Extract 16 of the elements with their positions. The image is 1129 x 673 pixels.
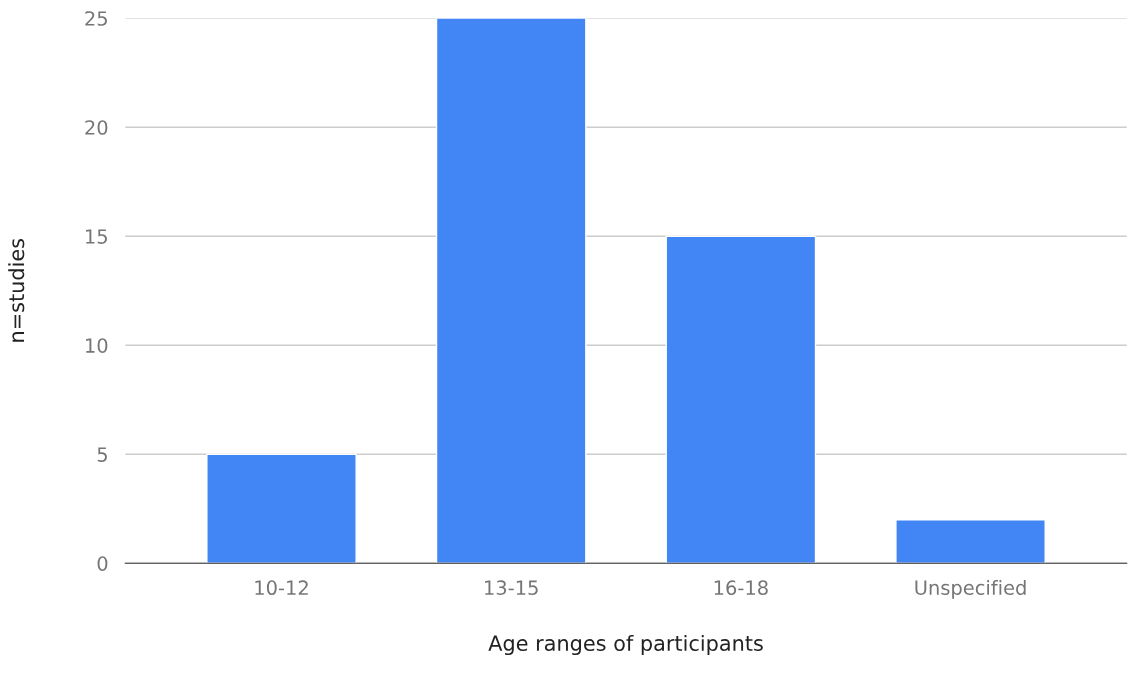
y-tick-label: 25 [85,11,107,26]
x-tick-label: Unspecified [915,579,1026,599]
bar [206,453,357,564]
y-tick-label: 10 [86,338,108,353]
x-tick-label: 10-12 [255,580,308,596]
y-axis-title: n=studies [8,238,25,342]
bar [665,235,817,564]
x-tick-label: 16-18 [714,580,768,596]
x-axis-title: Age ranges of participants [488,634,763,656]
y-tick-label: 0 [97,556,108,571]
x-tick-label: 13-15 [485,580,538,596]
bar [435,18,587,564]
bar [895,518,1046,564]
y-tick-label: 15 [86,229,107,244]
y-tick-label: 5 [97,447,107,462]
y-tick-label: 20 [85,120,108,135]
